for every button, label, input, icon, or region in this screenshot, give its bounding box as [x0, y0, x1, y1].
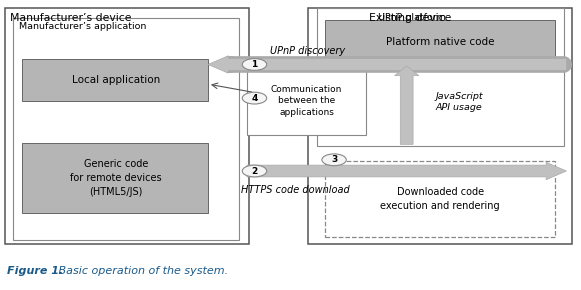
Text: 4: 4: [252, 94, 257, 103]
Bar: [308, 8, 572, 244]
Text: Local application: Local application: [72, 75, 160, 85]
Text: JavaScript
API usage: JavaScript API usage: [436, 92, 483, 112]
Text: Basic operation of the system.: Basic operation of the system.: [55, 266, 228, 276]
Bar: [325, 20, 555, 64]
FancyArrow shape: [208, 56, 566, 73]
Bar: [247, 67, 366, 135]
Text: Communication
between the
applications: Communication between the applications: [271, 85, 342, 117]
Circle shape: [322, 154, 346, 166]
Bar: [13, 18, 239, 240]
Text: 1: 1: [252, 60, 257, 69]
Bar: [22, 143, 208, 213]
Bar: [5, 8, 249, 244]
Bar: [317, 8, 564, 146]
Bar: [325, 161, 555, 237]
Circle shape: [242, 59, 267, 70]
Text: Platform native code: Platform native code: [386, 37, 494, 47]
Text: Manufacturer’s application: Manufacturer’s application: [19, 22, 146, 31]
FancyArrow shape: [247, 162, 566, 180]
Text: Downloaded code
execution and rendering: Downloaded code execution and rendering: [381, 187, 500, 211]
Circle shape: [242, 92, 267, 104]
Text: Manufacturer’s device: Manufacturer’s device: [10, 13, 132, 23]
Text: 3: 3: [331, 155, 337, 164]
Text: Generic code
for remote devices
(HTML5/JS): Generic code for remote devices (HTML5/J…: [70, 160, 162, 197]
FancyArrow shape: [394, 66, 419, 144]
Bar: [22, 59, 208, 101]
Circle shape: [242, 165, 267, 177]
Text: UPnP discovery: UPnP discovery: [270, 46, 345, 56]
Text: UPnP platform: UPnP platform: [378, 13, 446, 22]
Text: 2: 2: [252, 166, 257, 175]
Text: HTTPS code download: HTTPS code download: [241, 185, 350, 195]
Text: Figure 1.: Figure 1.: [7, 266, 63, 276]
Text: Existing device: Existing device: [369, 13, 451, 23]
